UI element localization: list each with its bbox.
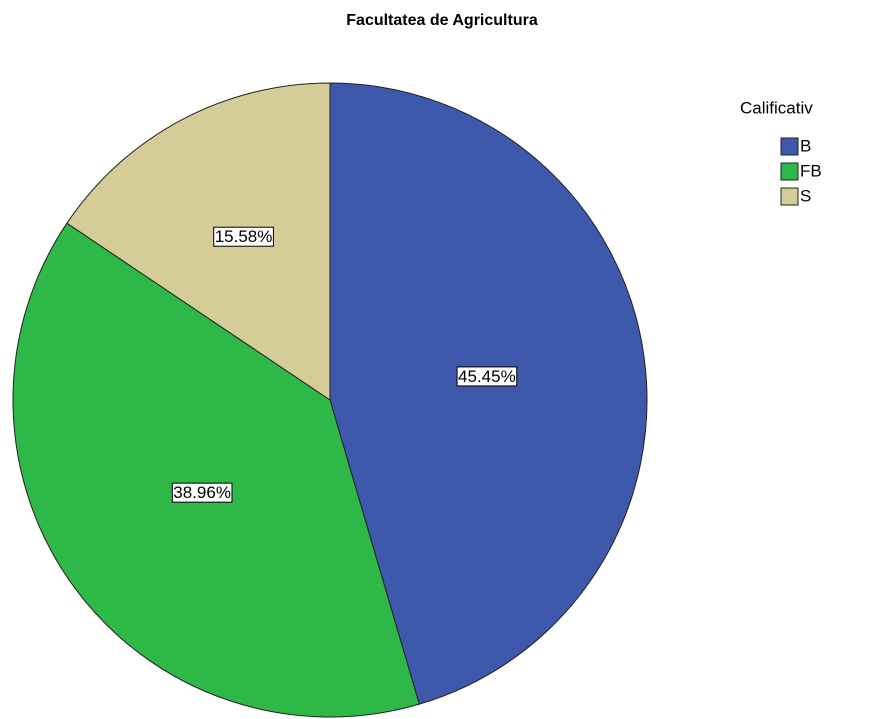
legend-title: Calificativ — [740, 98, 813, 117]
pie-slice — [66, 82, 331, 401]
pie-slice — [12, 222, 420, 718]
data-label: 15.58% — [215, 227, 273, 246]
pie-slice — [329, 82, 648, 705]
data-label: 45.45% — [458, 367, 516, 386]
label-box — [213, 226, 274, 247]
label-box — [171, 482, 233, 503]
legend-swatch — [780, 137, 799, 156]
legend-swatch — [780, 162, 799, 181]
legend-label: FB — [800, 161, 822, 180]
chart-title: Facultatea de Agricultura — [346, 12, 538, 29]
label-box — [456, 366, 518, 387]
legend-swatch — [780, 187, 799, 206]
data-label: 38.96% — [173, 483, 231, 502]
legend-label: B — [800, 136, 811, 155]
legend-label: S — [800, 186, 811, 205]
